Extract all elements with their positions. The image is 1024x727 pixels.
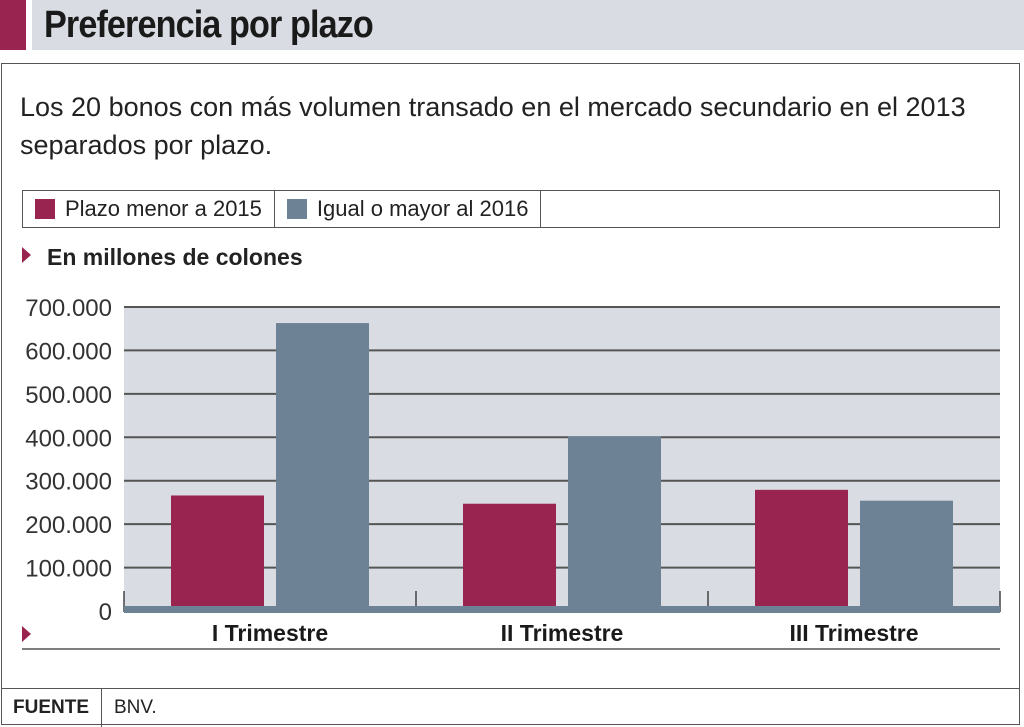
x-tick-label: I Trimestre <box>212 620 328 646</box>
bar-0-2 <box>755 489 848 611</box>
source-value: BNV. <box>114 697 157 718</box>
y-tick-label: 300.000 <box>25 469 112 496</box>
y-tick-label: 100.000 <box>25 556 112 583</box>
y-axis-unit: En millones de colones <box>22 244 303 271</box>
header: Preferencia por plazo <box>0 0 1024 52</box>
plot-background <box>124 307 1000 611</box>
x-tick-label: III Trimestre <box>789 620 918 646</box>
legend-label-1: Igual o mayor al 2016 <box>316 196 529 221</box>
legend-item-1: Igual o mayor al 2016 <box>275 191 542 227</box>
bar-1-1 <box>568 436 661 611</box>
bar-0-1 <box>463 503 556 611</box>
source-label: FUENTE <box>1 689 102 727</box>
bar-0-0 <box>171 495 264 611</box>
footer: FUENTE BNV. <box>1 688 1020 727</box>
legend-swatch-0 <box>35 199 55 219</box>
y-tick-label: 500.000 <box>25 382 112 409</box>
legend: Plazo menor a 2015 Igual o mayor al 2016 <box>22 190 1000 228</box>
chart-subtitle: Los 20 bonos con más volumen transado en… <box>20 92 966 160</box>
y-tick-label: 600.000 <box>25 338 112 365</box>
y-tick-label: 200.000 <box>25 512 112 539</box>
chart-title: Preferencia por plazo <box>44 4 374 46</box>
triangle-marker-icon <box>22 626 31 642</box>
legend-swatch-1 <box>286 199 307 219</box>
legend-item-0: Plazo menor a 2015 <box>23 191 275 227</box>
y-tick-label: 0 <box>99 599 112 626</box>
header-band <box>32 0 1024 50</box>
y-tick-label: 400.000 <box>25 425 112 452</box>
header-accent <box>0 0 26 50</box>
bar-1-2 <box>860 500 953 611</box>
chart-frame <box>1 63 1020 725</box>
x-tick-label: II Trimestre <box>501 620 624 646</box>
x-axis-baseline <box>124 606 1000 613</box>
bar-1-0 <box>276 323 369 611</box>
y-axis-label: En millones de colones <box>47 244 303 270</box>
y-tick-label: 700.000 <box>25 295 112 322</box>
triangle-marker-icon <box>22 247 31 263</box>
legend-label-0: Plazo menor a 2015 <box>65 196 262 221</box>
